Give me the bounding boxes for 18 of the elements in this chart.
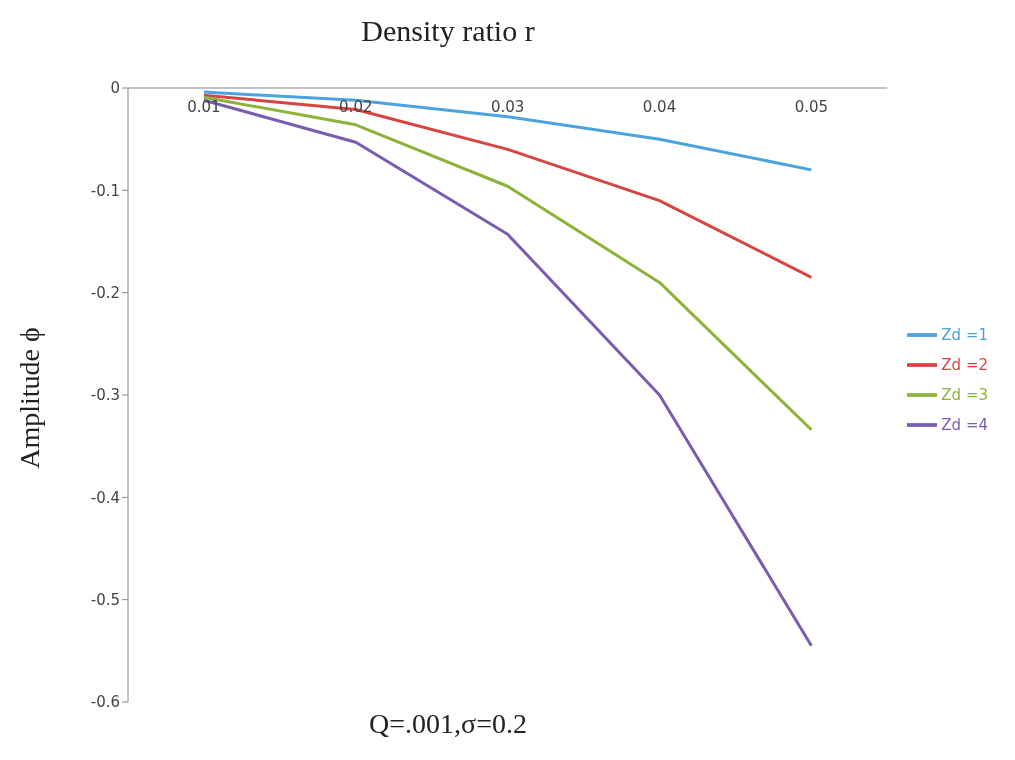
x-axis-title: Density ratio r [360, 14, 536, 48]
legend-label: Zd =3 [941, 385, 988, 404]
y-tick-label: 0 [110, 79, 120, 98]
x-tick-label: 0.04 [642, 98, 677, 116]
y-tick-label: -0.4 [90, 488, 120, 507]
y-axis-title: Amplitude ϕ [14, 327, 46, 469]
x-tick-label: 0.01 [187, 98, 221, 116]
y-tick-label: -0.5 [90, 590, 120, 609]
legend-label: Zd =4 [941, 415, 988, 434]
x-tick-label: 0.03 [490, 98, 525, 116]
legend-label: Zd =1 [941, 325, 988, 344]
text: Q=.001,σ=0.2 [369, 708, 527, 739]
y-tick-label: -0.3 [90, 386, 120, 405]
y-tick-label: -0.2 [90, 283, 120, 302]
y-tick-label: -0.6 [90, 693, 120, 712]
x-tick-label: 0.05 [794, 98, 829, 116]
y-tick-label: -0.1 [90, 181, 120, 200]
legend-label: Zd =2 [941, 355, 988, 374]
